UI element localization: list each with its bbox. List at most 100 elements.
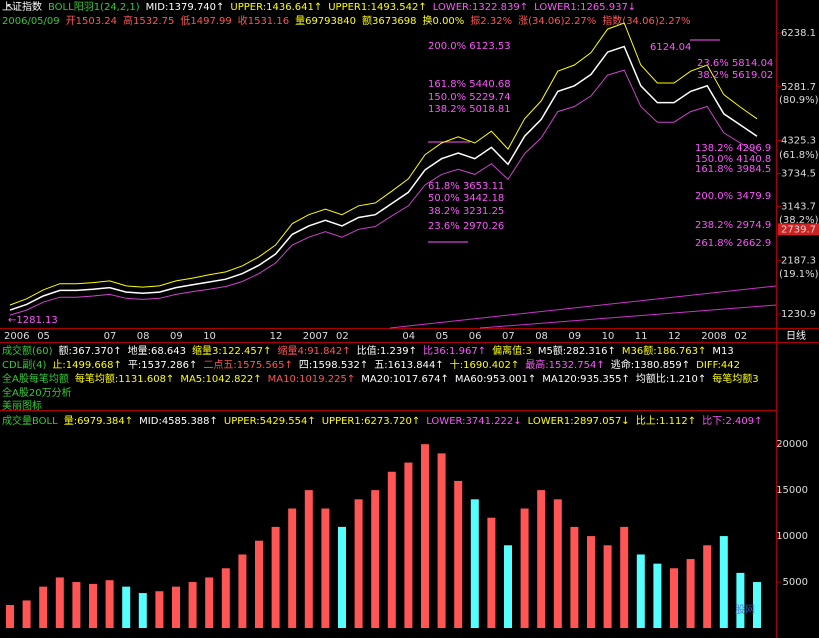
volume-bar — [188, 582, 197, 628]
x-tick-label: 08 — [137, 331, 150, 342]
fib-label: 138.2% 5018.81 — [428, 104, 511, 115]
fib-label: 150.0% 4140.8 — [695, 154, 771, 165]
volume-bar — [221, 568, 230, 628]
x-tick-label: 2006 — [4, 331, 29, 342]
info-text: DIFF:442 — [696, 360, 740, 371]
percent-label: (19.1%) — [779, 269, 819, 280]
info-text: 每笔均额3 — [712, 372, 758, 385]
x-tick-label: 07 — [104, 331, 117, 342]
volume-bar — [321, 508, 330, 628]
price-line — [9, 22, 758, 306]
info-text: 额3673698 — [362, 14, 417, 27]
info-text: 收1531.16 — [238, 14, 289, 27]
info-text: 成交额(60) — [2, 344, 53, 357]
fib-label: 38.2% 5619.02 — [697, 70, 773, 81]
info-text: UPPER:5429.554↑ — [224, 416, 316, 427]
x-tick-label: 11 — [635, 331, 648, 342]
info-text: 比上:1.112↑ — [636, 415, 696, 427]
volume-bar — [719, 536, 728, 628]
fib-label: 161.8% 3984.5 — [695, 164, 771, 175]
info-text: M5额:282.316↑ — [538, 344, 616, 357]
info-text: 量69793840 — [295, 15, 356, 27]
volume-bar — [138, 593, 147, 628]
volume-bar — [172, 586, 180, 628]
info-text: UPPER1:1493.542↑ — [328, 2, 426, 13]
volume-bar — [371, 490, 380, 628]
y-tick-label: 1230.9 — [781, 309, 816, 320]
volume-bar — [338, 526, 346, 628]
volume-bar — [122, 586, 131, 628]
info-text: 逃命:1380.859↑ — [611, 358, 690, 371]
info-text: 2006/05/09 — [2, 16, 60, 27]
fib-label: 50.0% 3442.18 — [428, 193, 504, 204]
volume-bar — [553, 499, 562, 628]
y-tick-label: 4325.3 — [781, 135, 816, 146]
volume-bar — [736, 572, 745, 628]
x-tick-label: 02 — [734, 331, 747, 342]
percent-label: (61.8%) — [779, 150, 819, 161]
fib-label: 138.2% 4296.9 — [695, 143, 771, 154]
info-text: 美丽图标 — [2, 399, 42, 412]
x-tick-label: 08 — [535, 331, 548, 342]
volume-bar — [288, 508, 297, 628]
volume-bar — [504, 545, 512, 628]
info-text: BOLL阳羽1(24,2,1) — [48, 1, 140, 13]
info-text: 全A股每笔均额 — [2, 372, 69, 385]
volume-bar — [470, 499, 479, 628]
fib-label: 23.6% 5814.04 — [697, 58, 773, 69]
x-tick-label: 2007 — [303, 331, 328, 342]
info-text: 五:1613.844↑ — [374, 360, 443, 371]
volume-bar — [437, 453, 446, 628]
info-text: 高1532.75 — [123, 14, 174, 27]
volume-bar — [205, 577, 214, 628]
volume-bar — [753, 582, 761, 628]
volume-bar — [404, 462, 413, 628]
info-text: 最高:1532.754↑ — [525, 358, 604, 371]
volume-bar — [255, 540, 263, 628]
info-text: M13 — [712, 346, 733, 357]
info-text: 指数(34.06)2.27% — [602, 14, 690, 27]
volume-bar — [6, 605, 14, 628]
volume-bar — [155, 591, 164, 628]
y-tick-label: 3143.7 — [781, 202, 816, 213]
x-tick-label: 04 — [402, 331, 415, 342]
info-text: UPPER1:6273.720↑ — [322, 416, 420, 427]
volume-bar — [686, 559, 695, 628]
info-text: 全A股20万分析 — [2, 386, 72, 399]
info-text: MID:1379.740↑ — [146, 2, 225, 13]
info-text: MA120:935.355↑ — [542, 374, 630, 385]
info-text: 每笔均额:1131.608↑ — [75, 372, 174, 385]
info-text: LOWER:3741.222↓ — [426, 416, 521, 427]
fib-label: 200.0% 3479.9 — [695, 191, 771, 202]
current-price-box — [778, 223, 819, 236]
volume-bar — [105, 580, 114, 628]
volume-bar — [670, 568, 678, 628]
fib-label: 238.2% 2974.9 — [695, 220, 771, 231]
x-tick-label: 12 — [668, 331, 681, 342]
volume-bar — [89, 583, 97, 628]
x-tick-label: 2008 — [701, 331, 726, 342]
y-tick-label: 5000 — [783, 577, 808, 588]
volume-bar — [620, 526, 629, 628]
info-text: LOWER1:2897.057↓ — [528, 416, 630, 427]
info-text: 涨(34.06)2.27% — [518, 15, 596, 27]
cursor: ↖ — [6, 2, 14, 13]
fib-label: 261.8% 2662.9 — [695, 238, 771, 249]
info-text: 量:6979.384↑ — [64, 415, 133, 427]
info-text: 缩量4:91.842↑ — [277, 344, 350, 357]
volume-bar — [271, 526, 280, 628]
volume-bar — [570, 526, 579, 628]
info-text: 振2.32% — [470, 14, 512, 27]
period-label: 日线 — [786, 329, 806, 342]
volume-bar — [454, 480, 463, 628]
volume-bar — [39, 586, 48, 628]
volume-bar — [22, 600, 31, 628]
fib-label: ←1281.13 — [8, 315, 58, 326]
x-tick-label: 10 — [602, 331, 615, 342]
x-tick-label: 12 — [270, 331, 283, 342]
info-text: 开1503.24 — [66, 16, 117, 27]
info-text: 低1497.99 — [180, 14, 231, 27]
trend-lines — [389, 285, 777, 329]
